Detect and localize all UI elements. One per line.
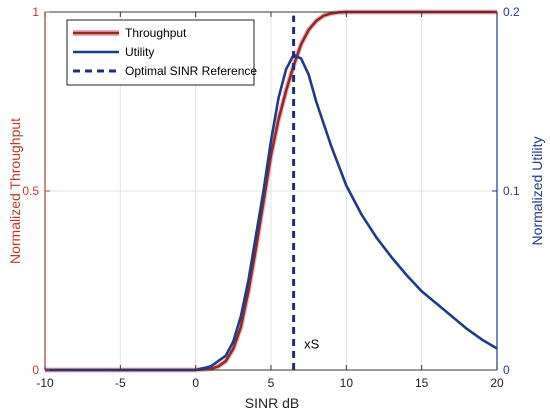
y-right-tick-label: 0.1 xyxy=(503,184,520,198)
x-axis-label: SINR dB xyxy=(245,395,299,411)
x-tick-label: 20 xyxy=(490,376,504,390)
x-tick-label: 5 xyxy=(268,376,275,390)
series-layer xyxy=(45,9,498,373)
y-right-tick-label: 0 xyxy=(503,363,510,377)
annotation-label: xS xyxy=(304,337,320,352)
y-left-tick-label: 0.5 xyxy=(22,184,39,198)
legend-label-utility: Utility xyxy=(125,45,154,59)
legend-label-optimal-sinr-reference: Optimal SINR Reference xyxy=(125,64,257,78)
y-left-tick-label: 1 xyxy=(32,5,39,19)
series-line-throughput xyxy=(45,10,497,372)
annotations: xS xyxy=(304,337,320,352)
y-axis-right-label: Normalized Utility xyxy=(529,137,545,246)
y-right-tick-label: 0.2 xyxy=(503,5,520,19)
x-tick-label: 15 xyxy=(415,376,429,390)
legend: Throughput Utility Optimal SINR Reference xyxy=(66,19,257,86)
x-tick-label: 0 xyxy=(192,376,199,390)
x-tick-label: -10 xyxy=(36,376,54,390)
series-line-utility xyxy=(45,53,498,372)
legend-label-throughput: Throughput xyxy=(125,26,187,40)
x-tick-label: 10 xyxy=(340,376,354,390)
y-left-tick-label: 0 xyxy=(32,363,39,377)
y-axis-left-label: Normalized Throughput xyxy=(7,118,23,264)
x-tick-label: -5 xyxy=(115,376,126,390)
